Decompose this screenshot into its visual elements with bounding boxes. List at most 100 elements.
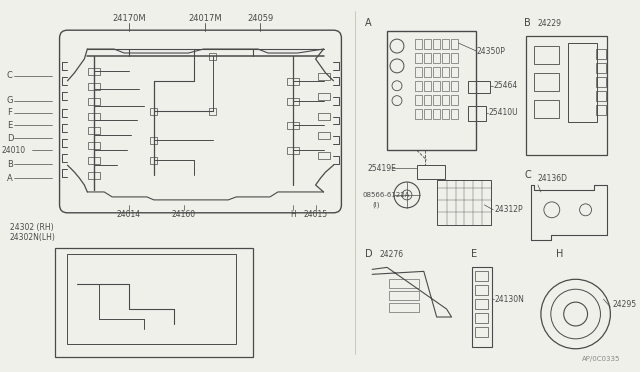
- Bar: [287, 147, 299, 154]
- Bar: [472, 267, 492, 347]
- Bar: [442, 109, 449, 119]
- Bar: [415, 53, 422, 63]
- Bar: [568, 43, 598, 122]
- Bar: [424, 39, 431, 49]
- Bar: [596, 49, 607, 59]
- Text: E: E: [7, 121, 12, 130]
- Bar: [54, 247, 253, 357]
- Bar: [476, 271, 488, 281]
- Text: 24136D: 24136D: [538, 174, 568, 183]
- Text: 24229: 24229: [538, 19, 562, 28]
- Bar: [317, 152, 330, 159]
- Bar: [433, 39, 440, 49]
- Bar: [88, 113, 100, 119]
- Text: 24059: 24059: [247, 14, 273, 23]
- Bar: [415, 81, 422, 91]
- Text: 25464: 25464: [493, 81, 518, 90]
- Text: 24312P: 24312P: [494, 205, 523, 214]
- Bar: [88, 68, 100, 75]
- Bar: [317, 93, 330, 100]
- Bar: [476, 285, 488, 295]
- Text: D: D: [7, 134, 13, 143]
- Bar: [88, 172, 100, 179]
- Bar: [150, 157, 157, 164]
- Bar: [424, 109, 431, 119]
- Bar: [67, 254, 236, 344]
- Bar: [476, 313, 488, 323]
- Bar: [436, 180, 492, 225]
- Bar: [526, 36, 607, 155]
- Bar: [534, 100, 559, 118]
- Bar: [209, 53, 216, 60]
- Bar: [287, 122, 299, 129]
- Bar: [415, 67, 422, 77]
- Bar: [534, 46, 559, 64]
- Bar: [468, 106, 486, 122]
- Bar: [433, 53, 440, 63]
- Bar: [451, 81, 458, 91]
- Bar: [287, 98, 299, 105]
- Text: H: H: [556, 250, 563, 260]
- Text: B: B: [7, 160, 13, 169]
- Bar: [415, 39, 422, 49]
- Bar: [476, 327, 488, 337]
- Bar: [415, 95, 422, 105]
- Bar: [389, 291, 419, 300]
- Bar: [442, 53, 449, 63]
- Bar: [424, 53, 431, 63]
- Text: 24130N: 24130N: [494, 295, 524, 304]
- Bar: [415, 109, 422, 119]
- Text: H: H: [290, 210, 296, 219]
- Text: F: F: [7, 108, 12, 117]
- Text: 24350P: 24350P: [476, 46, 505, 55]
- Bar: [451, 53, 458, 63]
- Bar: [442, 81, 449, 91]
- Text: 24015: 24015: [303, 210, 328, 219]
- Bar: [317, 73, 330, 80]
- Bar: [150, 137, 157, 144]
- Bar: [424, 95, 431, 105]
- Bar: [150, 108, 157, 115]
- Text: AP/0C0335: AP/0C0335: [582, 356, 620, 362]
- Bar: [468, 81, 490, 93]
- Bar: [433, 67, 440, 77]
- Bar: [433, 95, 440, 105]
- Bar: [433, 109, 440, 119]
- Text: D: D: [365, 250, 373, 260]
- Text: 24010: 24010: [2, 146, 26, 155]
- Bar: [88, 98, 100, 105]
- Bar: [596, 77, 607, 87]
- Bar: [442, 67, 449, 77]
- Text: 24014: 24014: [117, 210, 141, 219]
- Bar: [596, 91, 607, 101]
- Text: 24302N(LH): 24302N(LH): [10, 233, 56, 242]
- Text: C: C: [7, 71, 13, 80]
- Bar: [317, 132, 330, 140]
- Bar: [476, 299, 488, 309]
- Text: 24276: 24276: [379, 250, 403, 259]
- Text: G: G: [7, 96, 13, 105]
- Bar: [417, 165, 445, 179]
- Bar: [534, 73, 559, 91]
- Bar: [596, 63, 607, 73]
- Bar: [389, 279, 419, 288]
- Bar: [88, 83, 100, 90]
- Bar: [88, 157, 100, 164]
- Text: A: A: [365, 18, 372, 28]
- Text: 24170M: 24170M: [112, 14, 146, 23]
- Bar: [596, 105, 607, 115]
- Text: A: A: [7, 174, 13, 183]
- Bar: [451, 109, 458, 119]
- Bar: [442, 95, 449, 105]
- Text: 24017M: 24017M: [189, 14, 222, 23]
- Bar: [88, 142, 100, 149]
- Bar: [389, 303, 419, 312]
- Text: 24295: 24295: [612, 299, 637, 309]
- Bar: [387, 31, 476, 150]
- Text: (I): (I): [372, 202, 380, 208]
- Text: 24160: 24160: [172, 210, 196, 219]
- Text: 24302 (RH): 24302 (RH): [10, 223, 54, 232]
- Bar: [442, 39, 449, 49]
- Bar: [424, 67, 431, 77]
- Bar: [209, 108, 216, 115]
